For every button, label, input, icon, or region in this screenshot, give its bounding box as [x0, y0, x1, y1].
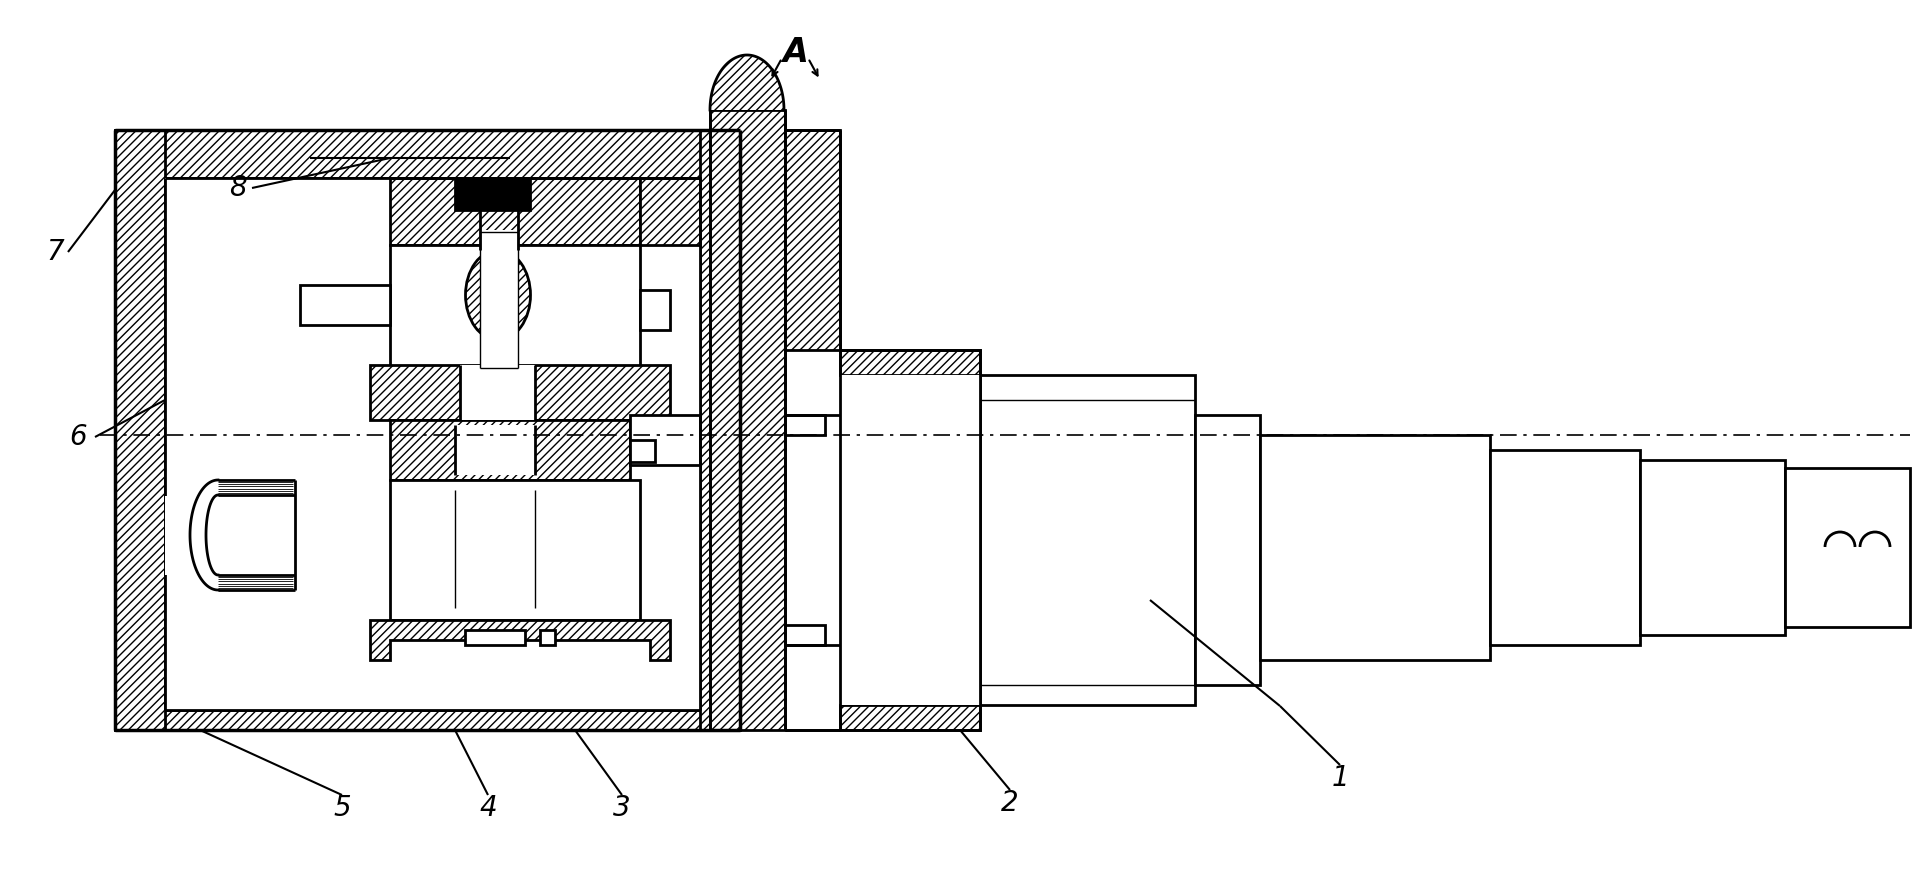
Text: A: A: [782, 36, 808, 69]
Polygon shape: [639, 178, 699, 245]
Bar: [840, 375, 980, 705]
Polygon shape: [114, 710, 740, 730]
Polygon shape: [840, 350, 980, 375]
Bar: [980, 375, 1194, 705]
Bar: [390, 245, 639, 370]
Bar: [639, 290, 670, 330]
Bar: [539, 630, 554, 645]
Bar: [454, 490, 535, 610]
Text: 4: 4: [479, 794, 497, 822]
Polygon shape: [369, 365, 670, 420]
Bar: [630, 415, 699, 465]
Polygon shape: [840, 705, 980, 730]
Bar: [1260, 435, 1490, 660]
Bar: [784, 625, 825, 645]
Bar: [390, 480, 639, 620]
Text: 8: 8: [230, 174, 247, 202]
Ellipse shape: [466, 250, 529, 340]
Bar: [784, 415, 825, 435]
Bar: [1490, 450, 1638, 645]
Bar: [466, 630, 526, 645]
Text: 2: 2: [1001, 789, 1018, 817]
Bar: [460, 365, 535, 420]
Polygon shape: [114, 130, 740, 178]
Bar: [479, 230, 518, 370]
Bar: [1638, 460, 1783, 635]
Bar: [840, 350, 980, 730]
Text: 7: 7: [46, 238, 64, 266]
Bar: [1194, 415, 1260, 685]
Bar: [1783, 468, 1909, 627]
Polygon shape: [709, 55, 784, 110]
Bar: [299, 285, 390, 325]
Polygon shape: [699, 130, 740, 730]
Text: 1: 1: [1331, 764, 1349, 792]
Polygon shape: [390, 420, 630, 480]
Bar: [630, 440, 655, 462]
Polygon shape: [114, 130, 164, 730]
Bar: [454, 425, 535, 475]
Polygon shape: [784, 130, 840, 350]
Text: 5: 5: [332, 794, 350, 822]
Polygon shape: [390, 178, 639, 245]
Bar: [454, 178, 529, 210]
Text: 6: 6: [70, 423, 87, 451]
Bar: [164, 178, 699, 710]
Polygon shape: [709, 110, 784, 730]
Polygon shape: [369, 620, 670, 660]
Text: 3: 3: [612, 794, 630, 822]
Bar: [164, 496, 299, 575]
